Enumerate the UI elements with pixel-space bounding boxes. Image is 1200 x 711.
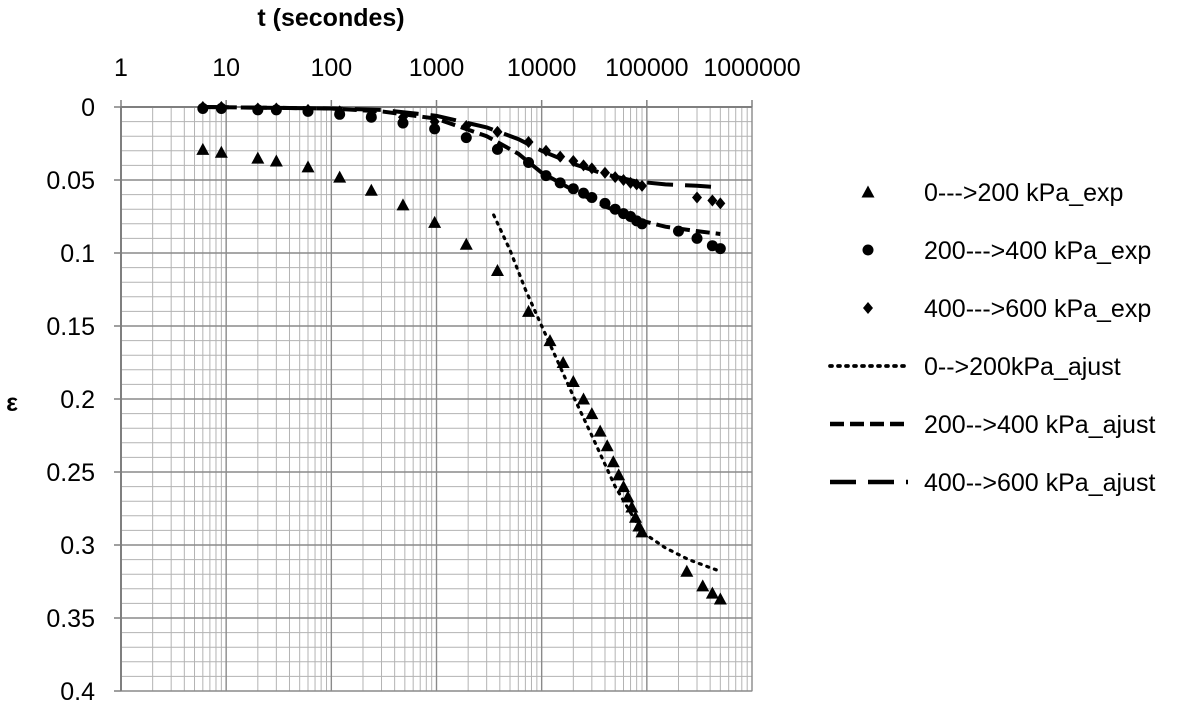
x-tick-label: 1000 [409,54,465,82]
data-point [214,145,228,158]
data-point [522,304,536,317]
legend-label: 400--->600 kPa_exp [924,295,1151,323]
legend-item: 0-->200kPa_ajust [828,353,1121,381]
fit-line [492,213,722,573]
series-6 [202,105,721,190]
x-axis-title: t (secondes) [257,4,404,32]
data-point [628,510,642,523]
data-point [566,374,580,387]
x-tick-label: 10 [212,54,240,82]
series-4 [492,213,722,573]
y-tick-label: 0.15 [46,313,95,341]
data-point [364,183,378,196]
x-tick-label: 100000 [605,54,688,82]
y-tick-label: 0.3 [60,532,95,560]
data-point [680,564,694,577]
legend-swatch [862,244,874,256]
data-point [599,166,610,179]
fit-line [202,105,721,190]
data-point [490,264,504,277]
legend-label: 0--->200 kPa_exp [924,179,1123,207]
data-point [625,500,639,513]
data-point [428,215,442,228]
legend-label: 0-->200kPa_ajust [924,353,1121,381]
data-point [606,455,620,468]
legend-label: 400-->600 kPa_ajust [924,469,1155,497]
data-point [556,356,570,368]
y-tick-label: 0 [81,94,95,122]
data-point [585,407,599,420]
data-point [301,160,315,173]
series-layer [196,101,727,605]
data-point [492,125,503,138]
legend-label: 200--->400 kPa_exp [924,237,1151,265]
y-tick-labels: 0 0.05 0.1 0.15 0.2 0.25 0.3 0.35 0.4 [46,94,95,706]
data-point [707,194,718,207]
x-tick-labels: 1 10 100 1000 10000 100000 1000000 [114,54,801,82]
x-tick-label: 1000000 [703,54,800,82]
data-point [543,334,557,347]
legend-item: 0--->200 kPa_exp [861,179,1123,207]
y-tick-label: 0.4 [60,678,95,706]
x-tick-label: 10000 [507,54,577,82]
data-point [714,243,726,255]
y-tick-label: 0.25 [46,459,95,487]
data-point [715,197,726,210]
data-point [491,143,503,155]
y-tick-label: 0.35 [46,605,95,633]
data-point [333,170,347,183]
data-point [617,480,631,493]
data-point [692,191,703,204]
x-tick-label: 100 [310,54,352,82]
legend-swatch [863,302,873,314]
data-point [593,424,607,437]
data-point [691,232,703,244]
data-point [251,151,265,164]
x-tick-label: 1 [114,54,128,82]
data-point [612,468,626,481]
y-tick-label: 0.05 [46,167,95,195]
legend-swatch [861,185,875,198]
data-point [713,592,727,605]
data-point [459,237,473,250]
data-point [577,392,591,405]
data-point [396,198,410,211]
data-point [696,579,710,592]
legend: 0--->200 kPa_exp 200--->400 kPa_exp 400---… [828,179,1155,497]
y-tick-label: 0.1 [60,240,95,268]
data-point [429,123,441,135]
data-point [460,132,472,144]
data-point [705,586,719,599]
y-axis-title: ε [6,389,18,417]
data-point [621,490,635,503]
legend-item: 400--->600 kPa_exp [863,295,1151,323]
y-tick-label: 0.2 [60,386,95,414]
data-point [600,439,614,452]
legend-label: 200-->400 kPa_ajust [924,411,1155,439]
data-point [196,142,210,155]
data-point [269,154,283,167]
legend-item: 400-->600 kPa_ajust [830,469,1155,497]
legend-item: 200--->400 kPa_exp [862,237,1151,265]
fit-line [202,105,721,236]
data-point [609,203,621,215]
grid-lines [120,106,753,692]
data-point [637,179,648,192]
series-5 [202,105,721,236]
legend-item: 200-->400 kPa_ajust [830,411,1155,439]
